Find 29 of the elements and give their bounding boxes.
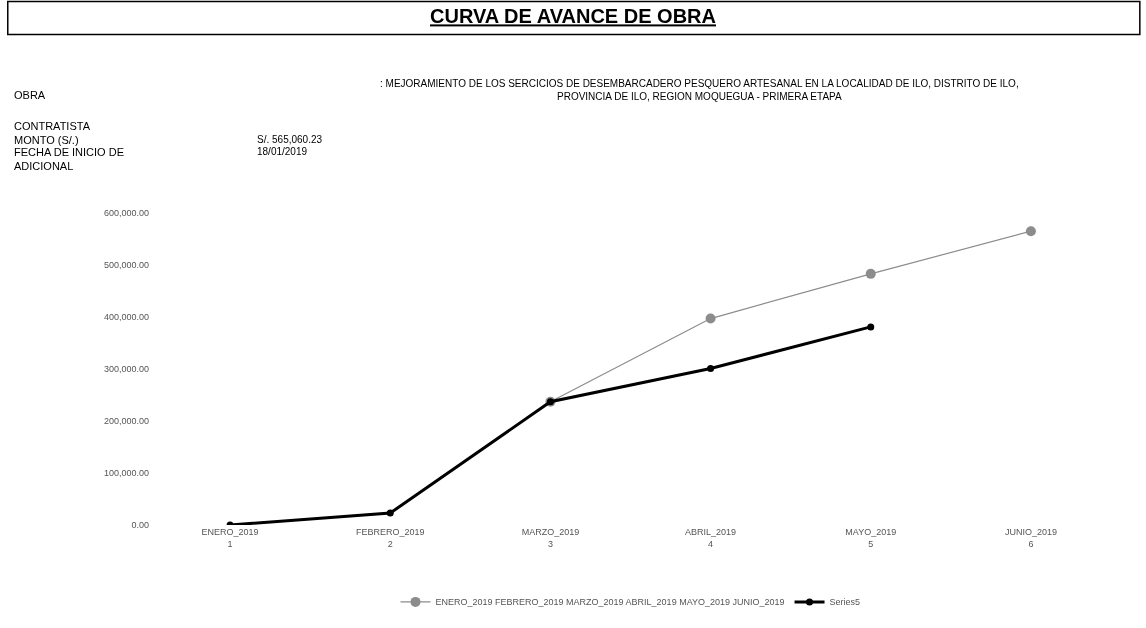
y-tick-label: 500,000.00 [103,260,149,271]
legend-label: Series5 [829,597,861,608]
y-tick-label: 100,000.00 [103,468,149,479]
y-tick-label: 200,000.00 [103,416,149,427]
text: MONTO (S/.) [14,134,79,146]
point [867,323,875,331]
y-tick-label: 600,000.00 [103,208,149,219]
point [705,313,716,324]
text: : MEJORAMIENTO DE LOS SERCICIOS DE DESEMBARCADERO PESQUERO ARTESANAL EN LA LOCALIDAD DE ILO, DISTRITO DE ILO, PROVINCIA DE ILO, REGION MOQUEGUA - PRIMERA ETAPA [380,78,1019,102]
point [865,268,876,279]
point [1025,226,1036,237]
text: CONTRATISTA [14,120,91,132]
chart-title: CURVA DE AVANCE DE OBRA [430,5,716,28]
point [386,509,394,517]
text: S/. 565,060.23 [257,134,323,145]
x-tick-label: JUNIO_2019 6 [1004,527,1057,549]
x-tick-label: MAYO_2019 5 [845,527,897,549]
x-tick-label: ENERO_2019 1 [201,527,259,549]
y-tick-label: 300,000.00 [103,364,149,375]
text: 18/01/2019 [257,146,308,157]
text: FECHA DE INICIO DE ADICIONAL [14,146,125,173]
x-tick-label: ABRIL_2019 4 [685,527,737,549]
y-tick-label: 0.00 [131,520,149,531]
y-tick-label: 400,000.00 [103,312,149,323]
text: OBRA [14,89,46,101]
point [707,364,715,372]
x-tick-label: MARZO_2019 3 [521,527,580,549]
legend-label: ENERO_2019 FEBRERO_2019 MARZO_2019 ABRIL_2019 MAYO_2019 JUNIO_2019 [435,597,785,608]
x-tick-label: FEBRERO_2019 2 [355,527,425,549]
